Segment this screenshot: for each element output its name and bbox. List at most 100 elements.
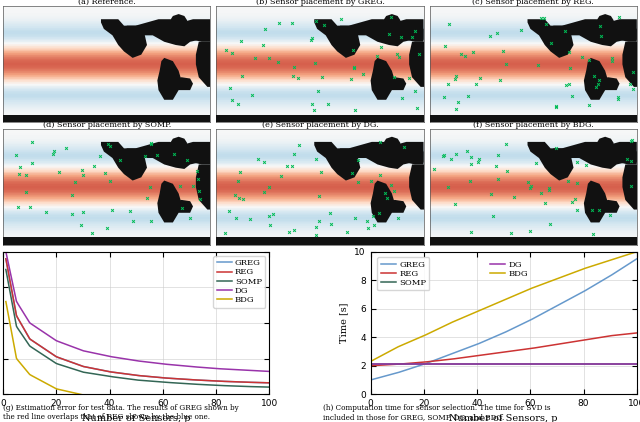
Bar	[216, 189, 424, 190]
Title: (b) Sensor placement by GREG.: (b) Sensor placement by GREG.	[255, 0, 385, 6]
Polygon shape	[617, 26, 637, 42]
GREG	[241, 380, 248, 385]
Bar	[216, 8, 424, 9]
SOMP	[159, 379, 166, 384]
Bar	[429, 181, 637, 182]
Bar	[216, 103, 424, 104]
Bar	[216, 199, 424, 200]
Bar	[3, 63, 211, 64]
Bar	[3, 97, 211, 98]
Bar	[429, 202, 637, 203]
Bar	[429, 225, 637, 226]
Bar	[3, 205, 211, 206]
Bar	[429, 83, 637, 84]
REG	[158, 375, 166, 380]
Bar	[429, 10, 637, 11]
DG	[224, 367, 232, 372]
Bar	[429, 189, 637, 190]
Bar	[3, 96, 211, 97]
Bar	[216, 108, 424, 109]
Bar	[3, 23, 211, 24]
Bar	[216, 91, 424, 92]
Bar	[3, 86, 211, 87]
Bar	[429, 62, 637, 63]
Bar	[429, 104, 637, 105]
Bar	[3, 8, 211, 9]
Bar	[3, 119, 211, 120]
Bar	[3, 100, 211, 101]
Bar	[429, 61, 637, 62]
Bar	[429, 97, 637, 98]
Bar	[429, 73, 637, 74]
Bar	[3, 44, 211, 45]
Bar	[3, 111, 211, 112]
Bar	[3, 25, 211, 26]
Bar	[3, 160, 211, 161]
Bar	[216, 79, 424, 80]
Bar	[3, 115, 211, 116]
Bar	[429, 158, 637, 159]
BDG	[266, 404, 273, 409]
Bar	[429, 129, 637, 130]
SOMP	[524, 362, 532, 367]
Bar	[429, 100, 637, 101]
Bar	[3, 162, 211, 163]
Bar	[3, 20, 211, 21]
Bar	[3, 156, 211, 157]
Bar	[216, 13, 424, 14]
Bar	[216, 238, 424, 239]
Bar	[216, 99, 424, 100]
Y-axis label: Time [s]: Time [s]	[340, 303, 349, 343]
Bar	[3, 208, 211, 209]
Bar	[216, 11, 424, 12]
Bar	[216, 202, 424, 203]
Polygon shape	[3, 237, 211, 245]
Bar	[3, 141, 211, 142]
Bar	[3, 244, 211, 245]
Bar	[216, 232, 424, 233]
Polygon shape	[371, 181, 395, 222]
Line: BDG: BDG	[371, 252, 637, 362]
Polygon shape	[337, 19, 424, 46]
Polygon shape	[383, 14, 401, 26]
Bar	[429, 12, 637, 13]
Bar	[3, 130, 211, 131]
Bar	[216, 49, 424, 50]
Bar	[3, 231, 211, 232]
Bar	[429, 209, 637, 210]
Bar	[3, 67, 211, 68]
Bar	[3, 93, 211, 94]
Bar	[3, 175, 211, 176]
Bar	[429, 186, 637, 187]
Bar	[216, 240, 424, 241]
SOMP	[367, 362, 375, 367]
Bar	[3, 108, 211, 109]
DG	[367, 362, 375, 367]
Bar	[216, 192, 424, 193]
Bar	[216, 151, 424, 152]
Polygon shape	[216, 237, 424, 245]
Bar	[429, 42, 637, 43]
Bar	[429, 148, 637, 149]
Bar	[216, 230, 424, 231]
Title: (f) Sensor placement by BDG.: (f) Sensor placement by BDG.	[473, 121, 594, 129]
Bar	[429, 214, 637, 215]
Bar	[216, 105, 424, 106]
Bar	[429, 18, 637, 19]
Bar	[429, 175, 637, 176]
Bar	[216, 190, 424, 191]
Bar	[3, 95, 211, 96]
Bar	[216, 38, 424, 39]
Bar	[3, 151, 211, 152]
Bar	[216, 164, 424, 165]
Polygon shape	[550, 19, 637, 46]
Bar	[216, 218, 424, 219]
Bar	[216, 64, 424, 65]
SOMP	[633, 362, 640, 367]
BDG	[163, 400, 171, 406]
Bar	[216, 162, 424, 163]
REG	[159, 375, 166, 380]
Bar	[3, 107, 211, 108]
BDG	[224, 403, 232, 408]
Bar	[216, 201, 424, 202]
